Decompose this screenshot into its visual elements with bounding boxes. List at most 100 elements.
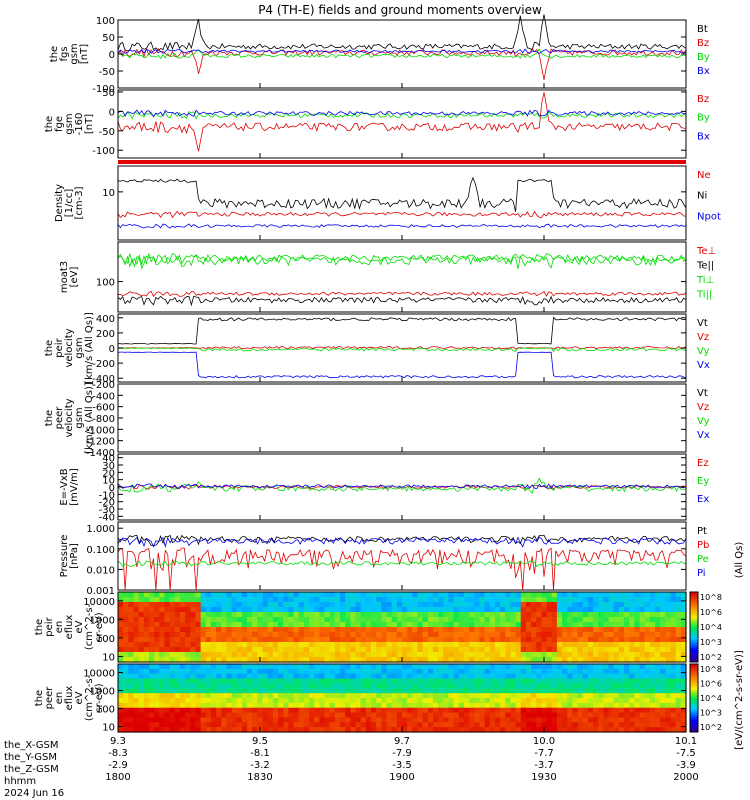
spectrogram-cell — [159, 678, 166, 685]
spectrogram-cell — [329, 693, 336, 699]
spectrogram-cell — [407, 693, 413, 699]
spectrogram-cell — [505, 702, 512, 709]
spectrogram-cell — [510, 693, 517, 699]
spectrogram-cell — [598, 622, 604, 628]
spectrogram-cell — [458, 668, 465, 675]
spectrogram-cell — [298, 637, 305, 643]
spectrogram-cell — [438, 688, 444, 694]
spectrogram-cell — [396, 673, 403, 680]
spectrogram-cell — [154, 607, 160, 613]
spectrogram-cell — [231, 683, 238, 689]
spectrogram-cell — [577, 622, 584, 628]
spectrogram-cell — [195, 637, 202, 643]
spectrogram-cell — [247, 622, 253, 628]
spectrogram-cell — [474, 657, 481, 663]
spectrogram-cell — [463, 712, 470, 719]
spectrogram-cell — [448, 673, 455, 680]
spectrogram-cell — [624, 647, 630, 653]
spectrogram-cell — [608, 652, 615, 658]
x-tick-label: -8.1 — [250, 748, 270, 759]
spectrogram-cell — [303, 693, 310, 699]
spectrogram-cell — [190, 722, 197, 728]
spectrogram-cell — [453, 652, 460, 658]
colorbar-tick-label: 10^8 — [700, 665, 722, 674]
spectrogram-cell — [148, 688, 155, 694]
spectrogram-cell — [515, 693, 522, 699]
spectrogram-cell — [556, 668, 563, 675]
spectrogram-cell — [567, 702, 573, 709]
spectrogram-cell — [376, 592, 382, 598]
spectrogram-cell — [221, 647, 228, 653]
x-tick-label: -7.5 — [676, 748, 696, 759]
spectrogram-cell — [138, 647, 145, 653]
spectrogram-cell — [278, 712, 284, 719]
spectrogram-cell — [154, 602, 160, 608]
spectrogram-cell — [525, 652, 532, 658]
spectrogram-cell — [303, 597, 310, 603]
spectrogram-cell — [376, 647, 382, 653]
spectrogram-cell — [118, 592, 124, 598]
spectrogram-cell — [448, 637, 455, 643]
colorbar-swatch — [690, 703, 698, 706]
spectrogram-cell — [334, 642, 341, 648]
spectrogram-cell — [546, 632, 553, 638]
spectrogram-cell — [608, 678, 615, 685]
spectrogram-cell — [500, 627, 506, 633]
spectrogram-cell — [174, 702, 181, 709]
spectrogram-cell — [324, 637, 331, 643]
spectrogram-cell — [334, 652, 341, 658]
colorbar-frame — [689, 663, 699, 733]
spectrogram-cell — [577, 722, 584, 728]
spectrogram-cell — [257, 612, 264, 618]
spectrogram-cell — [324, 622, 331, 628]
spectrogram-cell — [629, 607, 635, 613]
spectrogram-cell — [422, 683, 429, 689]
spectrogram-cell — [309, 622, 315, 628]
spectrogram-cell — [525, 592, 532, 598]
colorbar-swatch — [690, 653, 698, 656]
spectrogram-cell — [123, 632, 129, 638]
spectrogram-cell — [298, 652, 305, 658]
spectrogram-cell — [365, 698, 372, 704]
spectrogram-cell — [675, 632, 682, 638]
spectrogram-cell — [329, 642, 336, 648]
spectrogram-cell — [582, 592, 589, 598]
spectrogram-cell — [174, 698, 181, 704]
spectrogram-cell — [262, 607, 269, 613]
spectrogram-cell — [680, 707, 687, 714]
spectrogram-cell — [458, 637, 465, 643]
spectrogram-cell — [216, 712, 222, 719]
spectrogram-cell — [200, 637, 207, 643]
spectrogram-cell — [345, 652, 351, 658]
spectrogram-cell — [278, 678, 284, 685]
spectrogram-cell — [376, 637, 382, 643]
colorbar-swatch — [690, 630, 698, 633]
spectrogram-cell — [179, 727, 186, 733]
spectrogram-cell — [396, 722, 403, 728]
spectrogram-cell — [350, 592, 357, 598]
spectrogram-cell — [618, 717, 625, 723]
spectrogram-cell — [634, 637, 641, 643]
colorbar-swatch — [690, 726, 698, 730]
legend-entry-ez: Ez — [697, 458, 709, 469]
spectrogram-cell — [169, 698, 176, 704]
spectrogram-cell — [365, 607, 372, 613]
spectrogram-cell — [314, 637, 320, 643]
spectrogram-cell — [458, 712, 465, 719]
spectrogram-cell — [340, 688, 346, 694]
spectrogram-cell — [639, 717, 646, 723]
spectrogram-cell — [474, 637, 481, 643]
spectrogram-cell — [174, 632, 181, 638]
spectrogram-cell — [629, 668, 635, 675]
spectrogram-cell — [474, 707, 481, 714]
spectrogram-cell — [551, 602, 558, 608]
spectrogram-cell — [649, 617, 656, 623]
spectrogram-cell — [608, 717, 615, 723]
spectrogram-cell — [190, 597, 197, 603]
series-line-bx — [117, 48, 687, 54]
spectrogram-cell — [613, 622, 620, 628]
spectrogram-cell — [231, 688, 238, 694]
spectrogram-cell — [675, 597, 682, 603]
spectrogram-cell — [123, 592, 129, 598]
spectrogram-cell — [634, 602, 641, 608]
